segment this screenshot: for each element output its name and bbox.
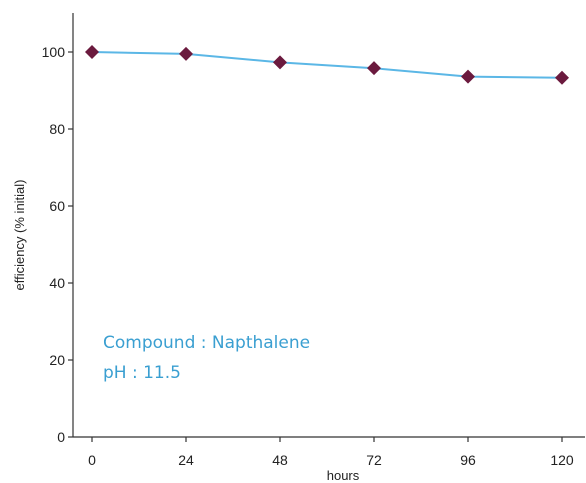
data-point-diamond <box>273 55 287 70</box>
y-tick-label: 40 <box>49 275 65 291</box>
data-point-diamond <box>85 45 99 59</box>
series-line <box>91 51 563 79</box>
y-axis-title: efficiency (% initial) <box>12 179 27 290</box>
y-tick-label: 60 <box>49 198 65 214</box>
data-point-diamond <box>461 69 475 84</box>
chart-axes <box>72 13 585 438</box>
y-axis-ticks: 0 20 40 60 80 100 <box>42 44 73 445</box>
y-tick-label: 0 <box>57 429 65 445</box>
data-point-diamond <box>367 61 381 76</box>
x-axis-ticks: 0 24 48 72 96 120 <box>88 437 574 468</box>
y-tick-label: 20 <box>49 352 65 368</box>
data-point-diamond <box>555 70 569 85</box>
data-point-diamond <box>179 46 193 61</box>
annotation-ph: pH : 11.5 <box>103 363 181 383</box>
x-tick-label: 96 <box>460 452 476 468</box>
x-tick-label: 72 <box>366 452 382 468</box>
x-tick-label: 24 <box>178 452 194 468</box>
x-tick-label: 0 <box>88 452 96 468</box>
y-tick-label: 100 <box>42 44 66 60</box>
x-tick-label: 120 <box>550 452 574 468</box>
x-axis-title: hours <box>327 468 360 483</box>
series-layer <box>85 45 569 85</box>
x-tick-label: 48 <box>272 452 288 468</box>
annotation-compound: Compound : Napthalene <box>103 333 310 353</box>
y-tick-label: 80 <box>49 121 65 137</box>
